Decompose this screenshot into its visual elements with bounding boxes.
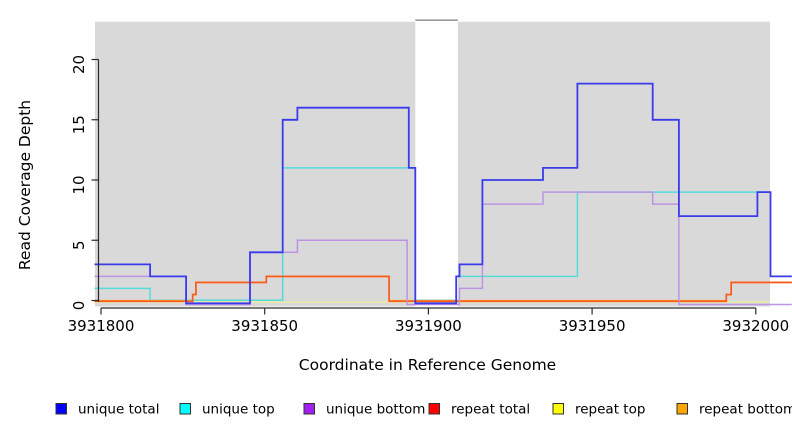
x-tick-label: 3931900 <box>395 317 462 335</box>
y-tick-label: 20 <box>70 55 88 74</box>
legend-label-repeat-bottom: repeat bottom <box>699 402 792 418</box>
x-tick-label: 3932000 <box>722 317 789 335</box>
series-line-repeat-total <box>94 275 792 303</box>
legend-swatch-unique-top <box>179 403 191 415</box>
legend-label-repeat-top: repeat top <box>575 402 645 418</box>
x-axis-title: Coordinate in Reference Genome <box>299 356 556 374</box>
x-tick-label: 3931800 <box>68 317 135 335</box>
legend-swatch-repeat-total <box>428 403 440 415</box>
legend-label-repeat-total: repeat total <box>451 402 530 418</box>
legend-swatch-unique-total <box>55 403 67 415</box>
x-tick-label: 3931850 <box>231 317 298 335</box>
x-tick-label: 3931950 <box>559 317 626 335</box>
legend-swatch-repeat-top <box>552 403 564 415</box>
y-tick-label: 0 <box>70 301 88 311</box>
y-axis-title: Read Coverage Depth <box>16 100 34 270</box>
legend-swatch-unique-bottom <box>303 403 315 415</box>
y-tick-label: 10 <box>70 175 88 194</box>
legend-swatch-repeat-bottom <box>676 403 688 415</box>
missing-data-band <box>415 20 458 307</box>
legend-label-unique-total: unique total <box>78 402 159 418</box>
legend-label-unique-top: unique top <box>202 402 275 418</box>
y-tick-label: 5 <box>70 240 88 250</box>
y-tick-label: 15 <box>70 115 88 134</box>
series-line-unique-total <box>94 82 792 305</box>
legend-label-unique-bottom: unique bottom <box>326 402 425 418</box>
